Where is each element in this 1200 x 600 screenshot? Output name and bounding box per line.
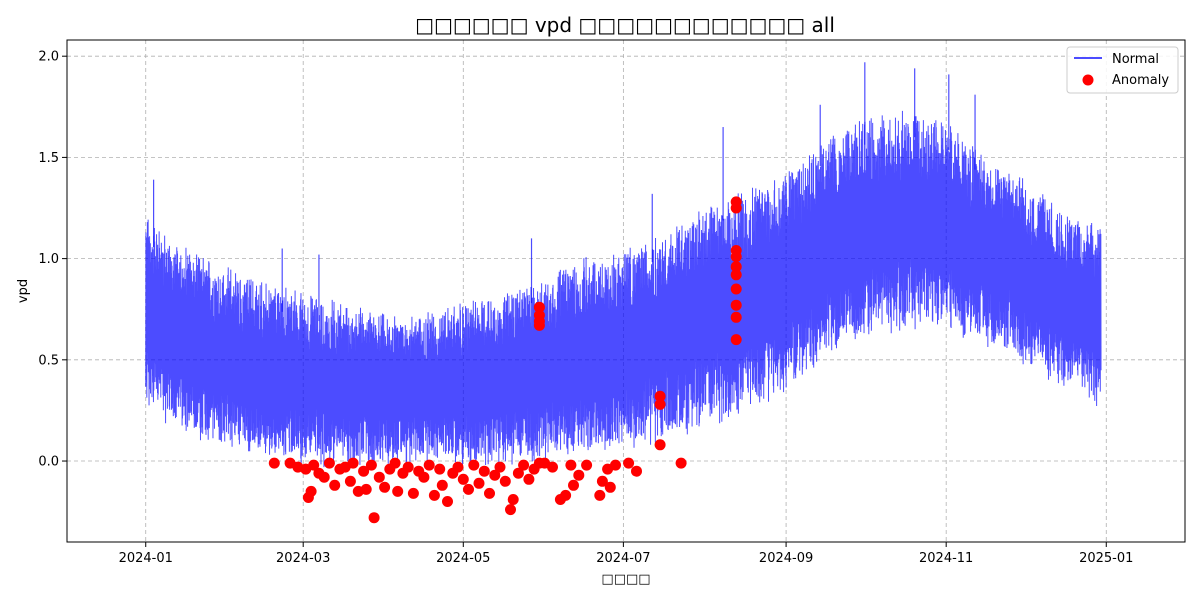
- anomaly-point: [730, 245, 742, 256]
- x-tick-label: 2024-09: [759, 551, 813, 566]
- y-axis-ticks: 0.0 0.5 1.0 1.5 2.0: [38, 50, 67, 470]
- anomaly-point: [654, 398, 666, 410]
- anomaly-point: [457, 473, 469, 485]
- y-tick-label: 2.0: [38, 50, 59, 65]
- anomaly-point: [428, 489, 440, 501]
- anomaly-point: [365, 459, 377, 471]
- anomaly-point: [730, 269, 742, 281]
- anomaly-point: [631, 465, 642, 477]
- anomaly-point: [654, 439, 666, 451]
- anomaly-point: [594, 489, 606, 501]
- anomaly-point: [484, 487, 495, 499]
- legend-anomaly-marker-swatch: [1082, 74, 1094, 86]
- x-tick-label: 2024-03: [276, 551, 330, 566]
- x-tick-label: 2024-01: [119, 551, 173, 566]
- x-axis-label: □□□□: [601, 572, 650, 587]
- anomaly-point: [268, 457, 280, 469]
- anomaly-point: [512, 467, 524, 479]
- anomaly-point: [442, 496, 453, 507]
- legend-anomaly-label: Anomaly: [1112, 73, 1169, 88]
- anomaly-point: [478, 465, 490, 477]
- y-tick-label: 0.5: [38, 353, 59, 368]
- anomaly-point: [344, 475, 356, 487]
- anomaly-point: [573, 469, 585, 481]
- anomaly-point: [568, 479, 579, 491]
- x-tick-label: 2024-11: [919, 551, 973, 566]
- anomaly-point: [389, 457, 401, 469]
- y-axis-label: vpd: [16, 279, 31, 303]
- anomaly-point: [379, 481, 391, 493]
- anomaly-point: [308, 459, 320, 471]
- anomaly-point: [463, 483, 474, 495]
- anomaly-point: [547, 461, 558, 473]
- anomaly-point: [533, 309, 545, 321]
- anomaly-point: [360, 483, 372, 495]
- anomaly-point: [434, 463, 446, 475]
- anomaly-point: [494, 461, 506, 473]
- anomaly-point: [507, 494, 519, 505]
- anomaly-point: [610, 459, 621, 471]
- anomaly-point: [654, 390, 666, 402]
- anomaly-series: [268, 196, 742, 524]
- anomaly-point: [489, 469, 501, 481]
- anomaly-point: [581, 459, 593, 471]
- anomaly-point: [523, 473, 535, 485]
- anomaly-point: [533, 301, 545, 313]
- x-tick-label: 2024-05: [436, 551, 490, 566]
- anomaly-point: [402, 461, 414, 473]
- legend-normal-label: Normal: [1112, 52, 1159, 67]
- y-tick-label: 1.0: [38, 252, 59, 267]
- anomaly-point: [730, 283, 742, 295]
- legend: Normal Anomaly: [1066, 46, 1179, 94]
- anomaly-point: [499, 475, 511, 487]
- anomaly-point: [505, 504, 516, 516]
- anomaly-point: [358, 465, 370, 477]
- anomaly-point: [468, 459, 480, 471]
- x-tick-label: 2025-01: [1079, 551, 1133, 566]
- anomaly-point: [347, 457, 359, 469]
- chart-title: □□□□□□ vpd □□□□□□□□□□□□ all: [415, 13, 835, 37]
- x-axis-ticks: 2024-01 2024-03 2024-05 2024-07 2024-09 2024-…: [119, 542, 1133, 566]
- anomaly-point: [560, 489, 572, 501]
- normal-series: [145, 62, 1102, 469]
- anomaly-point: [323, 457, 335, 469]
- y-tick-label: 0.0: [38, 455, 59, 470]
- normal-series-line: [145, 110, 1102, 469]
- anomaly-point: [675, 457, 687, 469]
- anomaly-point: [373, 471, 385, 483]
- anomaly-point: [623, 457, 635, 469]
- anomaly-point: [318, 471, 330, 483]
- anomaly-point: [604, 481, 616, 493]
- anomaly-point: [452, 461, 464, 473]
- anomaly-point: [305, 485, 317, 497]
- anomaly-point: [329, 479, 341, 491]
- anomaly-point: [730, 299, 742, 311]
- anomaly-point: [730, 261, 742, 273]
- anomaly-point: [596, 475, 608, 487]
- anomaly-point: [730, 196, 742, 208]
- anomaly-point: [368, 512, 380, 524]
- anomaly-point: [423, 459, 435, 471]
- y-tick-label: 1.5: [38, 151, 59, 166]
- anomaly-point: [730, 311, 742, 323]
- anomaly-point: [730, 334, 742, 346]
- anomaly-point: [407, 487, 419, 499]
- anomaly-point: [392, 485, 404, 497]
- anomaly-point: [436, 479, 448, 491]
- x-tick-label: 2024-07: [596, 551, 650, 566]
- plot-frame: [66, 39, 1186, 543]
- anomaly-point: [518, 459, 530, 471]
- anomaly-point: [418, 471, 430, 483]
- anomaly-point: [565, 459, 577, 471]
- anomaly-point: [473, 477, 485, 489]
